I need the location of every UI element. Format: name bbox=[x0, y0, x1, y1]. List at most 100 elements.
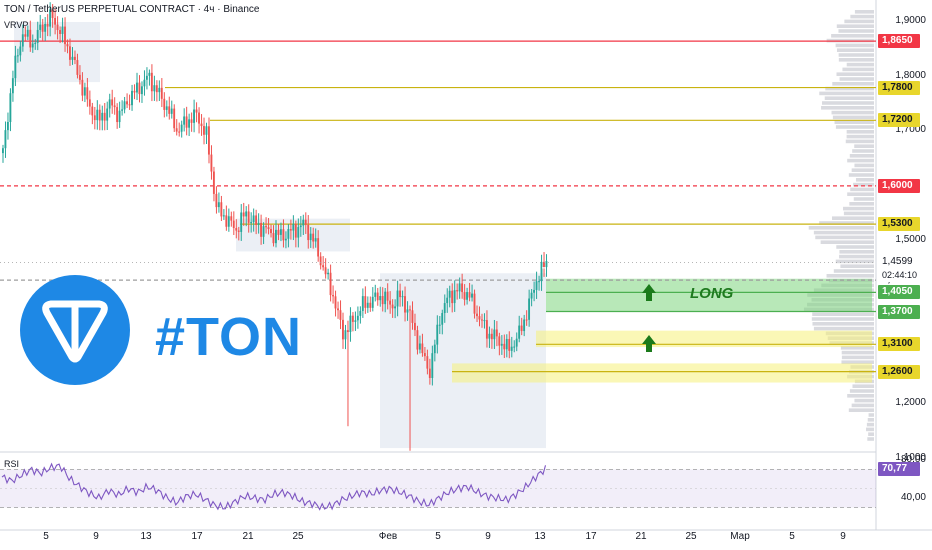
candle-body bbox=[252, 215, 255, 223]
candle-body bbox=[138, 82, 141, 95]
candle-body bbox=[91, 106, 94, 116]
candle-body bbox=[260, 222, 262, 237]
candle-body bbox=[533, 289, 535, 293]
volume-profile-bar bbox=[841, 355, 874, 360]
candle-body bbox=[478, 316, 481, 320]
candle-body bbox=[498, 336, 501, 346]
candle-body bbox=[34, 42, 37, 44]
volume-profile-bar bbox=[846, 62, 874, 67]
candle-body bbox=[538, 281, 540, 283]
level-price-tag: 1,3100 bbox=[878, 337, 920, 352]
date-tick-label: 9 bbox=[485, 531, 491, 542]
candle-body bbox=[284, 238, 287, 241]
candle-body bbox=[220, 202, 223, 217]
candle-body bbox=[113, 105, 116, 108]
candle-body bbox=[51, 9, 54, 18]
candle-body bbox=[433, 344, 436, 354]
candle-body bbox=[495, 329, 498, 337]
candle-body bbox=[342, 319, 344, 340]
candle-body bbox=[421, 343, 424, 354]
vrvp-indicator-label[interactable]: VRVP bbox=[4, 20, 29, 30]
candle-body bbox=[245, 211, 248, 217]
candle-body bbox=[2, 148, 4, 154]
long-arrow-icon-2 bbox=[642, 335, 656, 352]
date-tick-label: 5 bbox=[43, 531, 49, 542]
candle-body bbox=[317, 238, 320, 257]
candle-body bbox=[165, 106, 168, 110]
candle-body bbox=[9, 93, 12, 123]
volume-profile-bar bbox=[866, 422, 874, 427]
candle-body bbox=[64, 26, 66, 45]
candle-body bbox=[466, 292, 468, 300]
candle-body bbox=[493, 329, 496, 340]
price-tick-label: 1,7000 bbox=[895, 124, 926, 136]
candle-body bbox=[513, 346, 516, 348]
candle-body bbox=[394, 306, 397, 309]
candle-body bbox=[302, 219, 305, 226]
candle-body bbox=[210, 154, 213, 172]
volume-profile-bar bbox=[820, 240, 874, 244]
volume-profile-bar bbox=[813, 326, 874, 331]
candle-body bbox=[503, 343, 506, 350]
candle-body bbox=[183, 116, 186, 125]
volume-profile-bar bbox=[808, 226, 874, 230]
candle-body bbox=[431, 353, 434, 378]
candle-body bbox=[153, 85, 156, 92]
candle-body bbox=[121, 109, 124, 111]
volume-profile-bar bbox=[854, 144, 874, 148]
candle-body bbox=[282, 229, 285, 241]
volume-profile-bar bbox=[839, 254, 874, 259]
candle-body bbox=[448, 290, 451, 298]
volume-profile-bar bbox=[832, 115, 874, 120]
candle-body bbox=[155, 85, 158, 93]
candle-body bbox=[188, 119, 191, 128]
candle-body bbox=[158, 87, 161, 93]
volume-profile-bar bbox=[866, 427, 874, 432]
level-price-tag: 1,7800 bbox=[878, 80, 920, 95]
candle-body bbox=[4, 130, 7, 149]
candle-body bbox=[309, 233, 312, 241]
volume-profile-bar bbox=[825, 86, 874, 91]
date-tick-label: 13 bbox=[140, 531, 152, 542]
candle-body bbox=[299, 225, 302, 228]
level-price-tag: 1,3700 bbox=[878, 304, 920, 319]
rsi-indicator-label[interactable]: RSI bbox=[4, 459, 20, 469]
candle-body bbox=[262, 226, 265, 237]
candle-body bbox=[49, 9, 52, 27]
volume-profile-bar bbox=[854, 398, 874, 403]
candle-body bbox=[203, 126, 205, 135]
candle-body bbox=[178, 131, 181, 133]
price-tick-label: 1,2000 bbox=[895, 397, 926, 409]
candle-body bbox=[530, 292, 533, 299]
candle-body bbox=[76, 60, 79, 75]
candle-body bbox=[535, 281, 538, 290]
date-tick-label: 25 bbox=[685, 531, 697, 542]
ton-ticker-text: #TON bbox=[155, 307, 303, 367]
candle-body bbox=[54, 17, 56, 25]
volume-profile-bar bbox=[843, 206, 874, 211]
candle-body bbox=[446, 297, 449, 304]
candle-body bbox=[525, 319, 528, 321]
volume-profile-bar bbox=[833, 269, 874, 273]
candle-body bbox=[359, 311, 362, 316]
volume-profile-bar bbox=[819, 91, 874, 96]
volume-profile-bar bbox=[868, 432, 874, 436]
candle-body bbox=[443, 303, 446, 314]
volume-profile-bar bbox=[847, 394, 874, 398]
candle-body bbox=[473, 293, 476, 314]
volume-profile-bar bbox=[839, 77, 874, 81]
candle-body bbox=[86, 87, 89, 100]
candle-body bbox=[270, 228, 272, 234]
candle-body bbox=[292, 223, 295, 231]
rsi-tick-label: 40,00 bbox=[900, 492, 926, 503]
candle-body bbox=[354, 320, 357, 322]
candle-body bbox=[98, 109, 101, 121]
candle-body bbox=[93, 115, 96, 121]
date-tick-label: 9 bbox=[840, 531, 846, 542]
candle-body bbox=[386, 291, 389, 301]
volume-profile-bar bbox=[852, 149, 874, 153]
volume-profile-bar bbox=[819, 221, 874, 225]
volume-profile-bar bbox=[838, 29, 874, 33]
candle-body bbox=[163, 98, 166, 110]
